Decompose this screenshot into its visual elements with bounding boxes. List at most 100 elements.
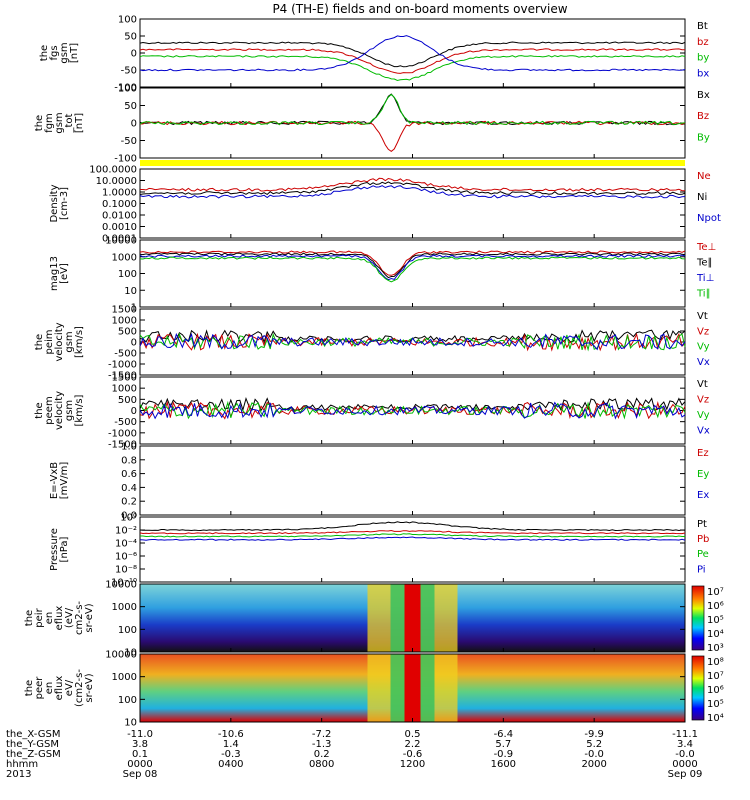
fgm-ytick-label: -100 xyxy=(114,154,137,165)
efield-ytick-label: 0.4 xyxy=(121,483,137,494)
peim-legend-1: Vz xyxy=(697,326,709,337)
peim-ytick-label: 1500 xyxy=(112,305,137,316)
temp-ytick-label: 10 xyxy=(124,286,137,297)
peim-ylabel: [km/s] xyxy=(74,326,85,358)
x-tick-label: 0400 xyxy=(218,759,243,770)
peer-ytick-label: 10 xyxy=(124,718,137,729)
peem-ytick-label: 0 xyxy=(131,406,137,417)
footer-row-label: hhmm xyxy=(6,759,38,770)
peer-ytick-label: 100 xyxy=(118,695,137,706)
pressure-frame xyxy=(139,516,686,583)
peem-ytick-label: -500 xyxy=(114,417,137,428)
peem-series-3 xyxy=(139,401,686,420)
density-legend-1: Ni xyxy=(697,192,707,203)
peem-ytick-label: 1500 xyxy=(112,373,137,384)
footer-row-value: 0.2 xyxy=(314,749,330,760)
peir-colorbar-label: 10⁷ xyxy=(707,587,724,598)
fgs-ytick-label: -50 xyxy=(121,66,137,77)
temp-ytick-label: 1 xyxy=(131,303,137,314)
fgs-legend-3: bx xyxy=(697,68,709,79)
peer-colorbar xyxy=(691,655,705,721)
density-ytick-label: 0.1000 xyxy=(102,199,137,210)
fgs-legend-1: bz xyxy=(697,37,709,48)
pressure-ytick-label: 10⁻⁴ xyxy=(115,539,137,550)
peer-ylabel: en xyxy=(44,682,55,695)
peim-ytick-label: -500 xyxy=(114,349,137,360)
peer-ylabel: the xyxy=(24,680,35,696)
fgm-ytick-label: 100 xyxy=(118,84,137,95)
peir-ytick-label: 1000 xyxy=(112,602,137,613)
density-ytick-label: 1.0000 xyxy=(102,188,137,199)
x-tick-label: 0000 xyxy=(672,759,697,770)
footer-row-value: 1.4 xyxy=(223,739,239,750)
peim-ylabel: the xyxy=(34,334,45,350)
fgm-ylabel: gsm xyxy=(54,112,65,133)
fgs-frame xyxy=(139,18,686,88)
fgm-series-2 xyxy=(139,93,686,126)
peir-colorbar xyxy=(691,585,705,651)
footer-row-label: the_Y-GSM xyxy=(6,739,59,750)
fgs-ytick-label: 100 xyxy=(118,15,137,26)
temp-series-0 xyxy=(139,250,686,276)
peer-ylabel: eV/ xyxy=(64,679,75,696)
peer-ylabel: eflux xyxy=(54,676,65,701)
efield-ytick-label: 0.8 xyxy=(121,455,137,466)
fgm-ylabel: fgm xyxy=(44,113,55,133)
peir-ylabel: en xyxy=(44,612,55,625)
footer-row-value: -0.0 xyxy=(675,749,695,760)
pressure-ytick-label: 10⁻¹⁰ xyxy=(111,578,137,589)
pressure-ytick-label: 10⁻⁶ xyxy=(115,552,137,563)
footer-row-value: 5.7 xyxy=(495,739,511,750)
pressure-legend-2: Pe xyxy=(697,549,709,560)
panel-peir: 10⁷ 10⁶ 10⁵ 10⁴ 10³ 10000 1000 100 10 the peir en ef… xyxy=(24,580,724,659)
x-tick-label: 2000 xyxy=(581,759,606,770)
footer-row-value: 3.4 xyxy=(677,739,693,750)
peim-ytick-label: 0 xyxy=(131,338,137,349)
footer-row-value: -11.0 xyxy=(127,729,153,740)
peer-ylabel: (cm2-s- xyxy=(74,669,85,707)
density-ytick-label: 0.0001 xyxy=(102,234,137,245)
pressure-ytick-label: 10⁻² xyxy=(115,526,137,537)
fgs-ytick-label: 50 xyxy=(124,32,137,43)
footer-row-value: 2.2 xyxy=(405,739,421,750)
peir-ylabel: sr-eV) xyxy=(84,603,95,632)
density-series-0 xyxy=(140,177,686,192)
footer-row-label: the_Z-GSM xyxy=(6,749,61,760)
efield-ytick-label: 0.2 xyxy=(121,497,137,508)
peer-colorbar-label: 10⁶ xyxy=(707,685,724,696)
peer-band-core xyxy=(404,654,421,722)
peir-ylabel: cm2-s- xyxy=(74,601,85,635)
peer-colorbar-label: 10⁸ xyxy=(707,657,724,668)
fgs-ylabel: fgs xyxy=(49,45,60,60)
temp-ylabel: mag13 xyxy=(49,256,60,291)
x-tick-label: 1200 xyxy=(400,759,425,770)
footer-row-value: 0.1 xyxy=(132,749,148,760)
panel-peer: 10⁸ 10⁷ 10⁶ 10⁵ 10⁴ 10000 1000 100 10 the peer en ef… xyxy=(24,650,724,729)
density-ylabel: [cm-3] xyxy=(59,187,70,220)
temp-ylabel: [eV] xyxy=(59,263,70,284)
pressure-series-2 xyxy=(140,533,685,538)
density-frame xyxy=(139,168,686,239)
peem-ylabel: peem xyxy=(44,396,55,424)
x-tick-label: 1600 xyxy=(491,759,516,770)
peim-ytick-label: -1500 xyxy=(108,371,137,382)
peim-legend-0: Vt xyxy=(697,311,708,322)
footer-row-value: -0.0 xyxy=(584,749,604,760)
pressure-legend-3: Pi xyxy=(697,564,706,575)
peem-ytick-label: 1000 xyxy=(112,384,137,395)
fgm-series-1 xyxy=(139,120,686,153)
peim-ylabel: velocity xyxy=(54,322,65,361)
footer-row-value: -9.9 xyxy=(584,729,604,740)
peem-legend-3: Vx xyxy=(697,426,710,437)
panel-density: 100.000010.00001.00000.10000.01000.00100… xyxy=(49,165,721,245)
date-start: Sep 08 xyxy=(123,769,158,780)
footer-row-value: -0.3 xyxy=(221,749,241,760)
temp-frame xyxy=(139,239,686,308)
temp-series-1 xyxy=(139,252,686,279)
footer-row-value: -6.4 xyxy=(494,729,514,740)
fgs-ylabel: gsm xyxy=(59,42,70,63)
peir-ylabel: the xyxy=(24,610,35,626)
peir-ytick-label: 100 xyxy=(118,625,137,636)
fgs-ytick-label: 0 xyxy=(131,49,137,60)
